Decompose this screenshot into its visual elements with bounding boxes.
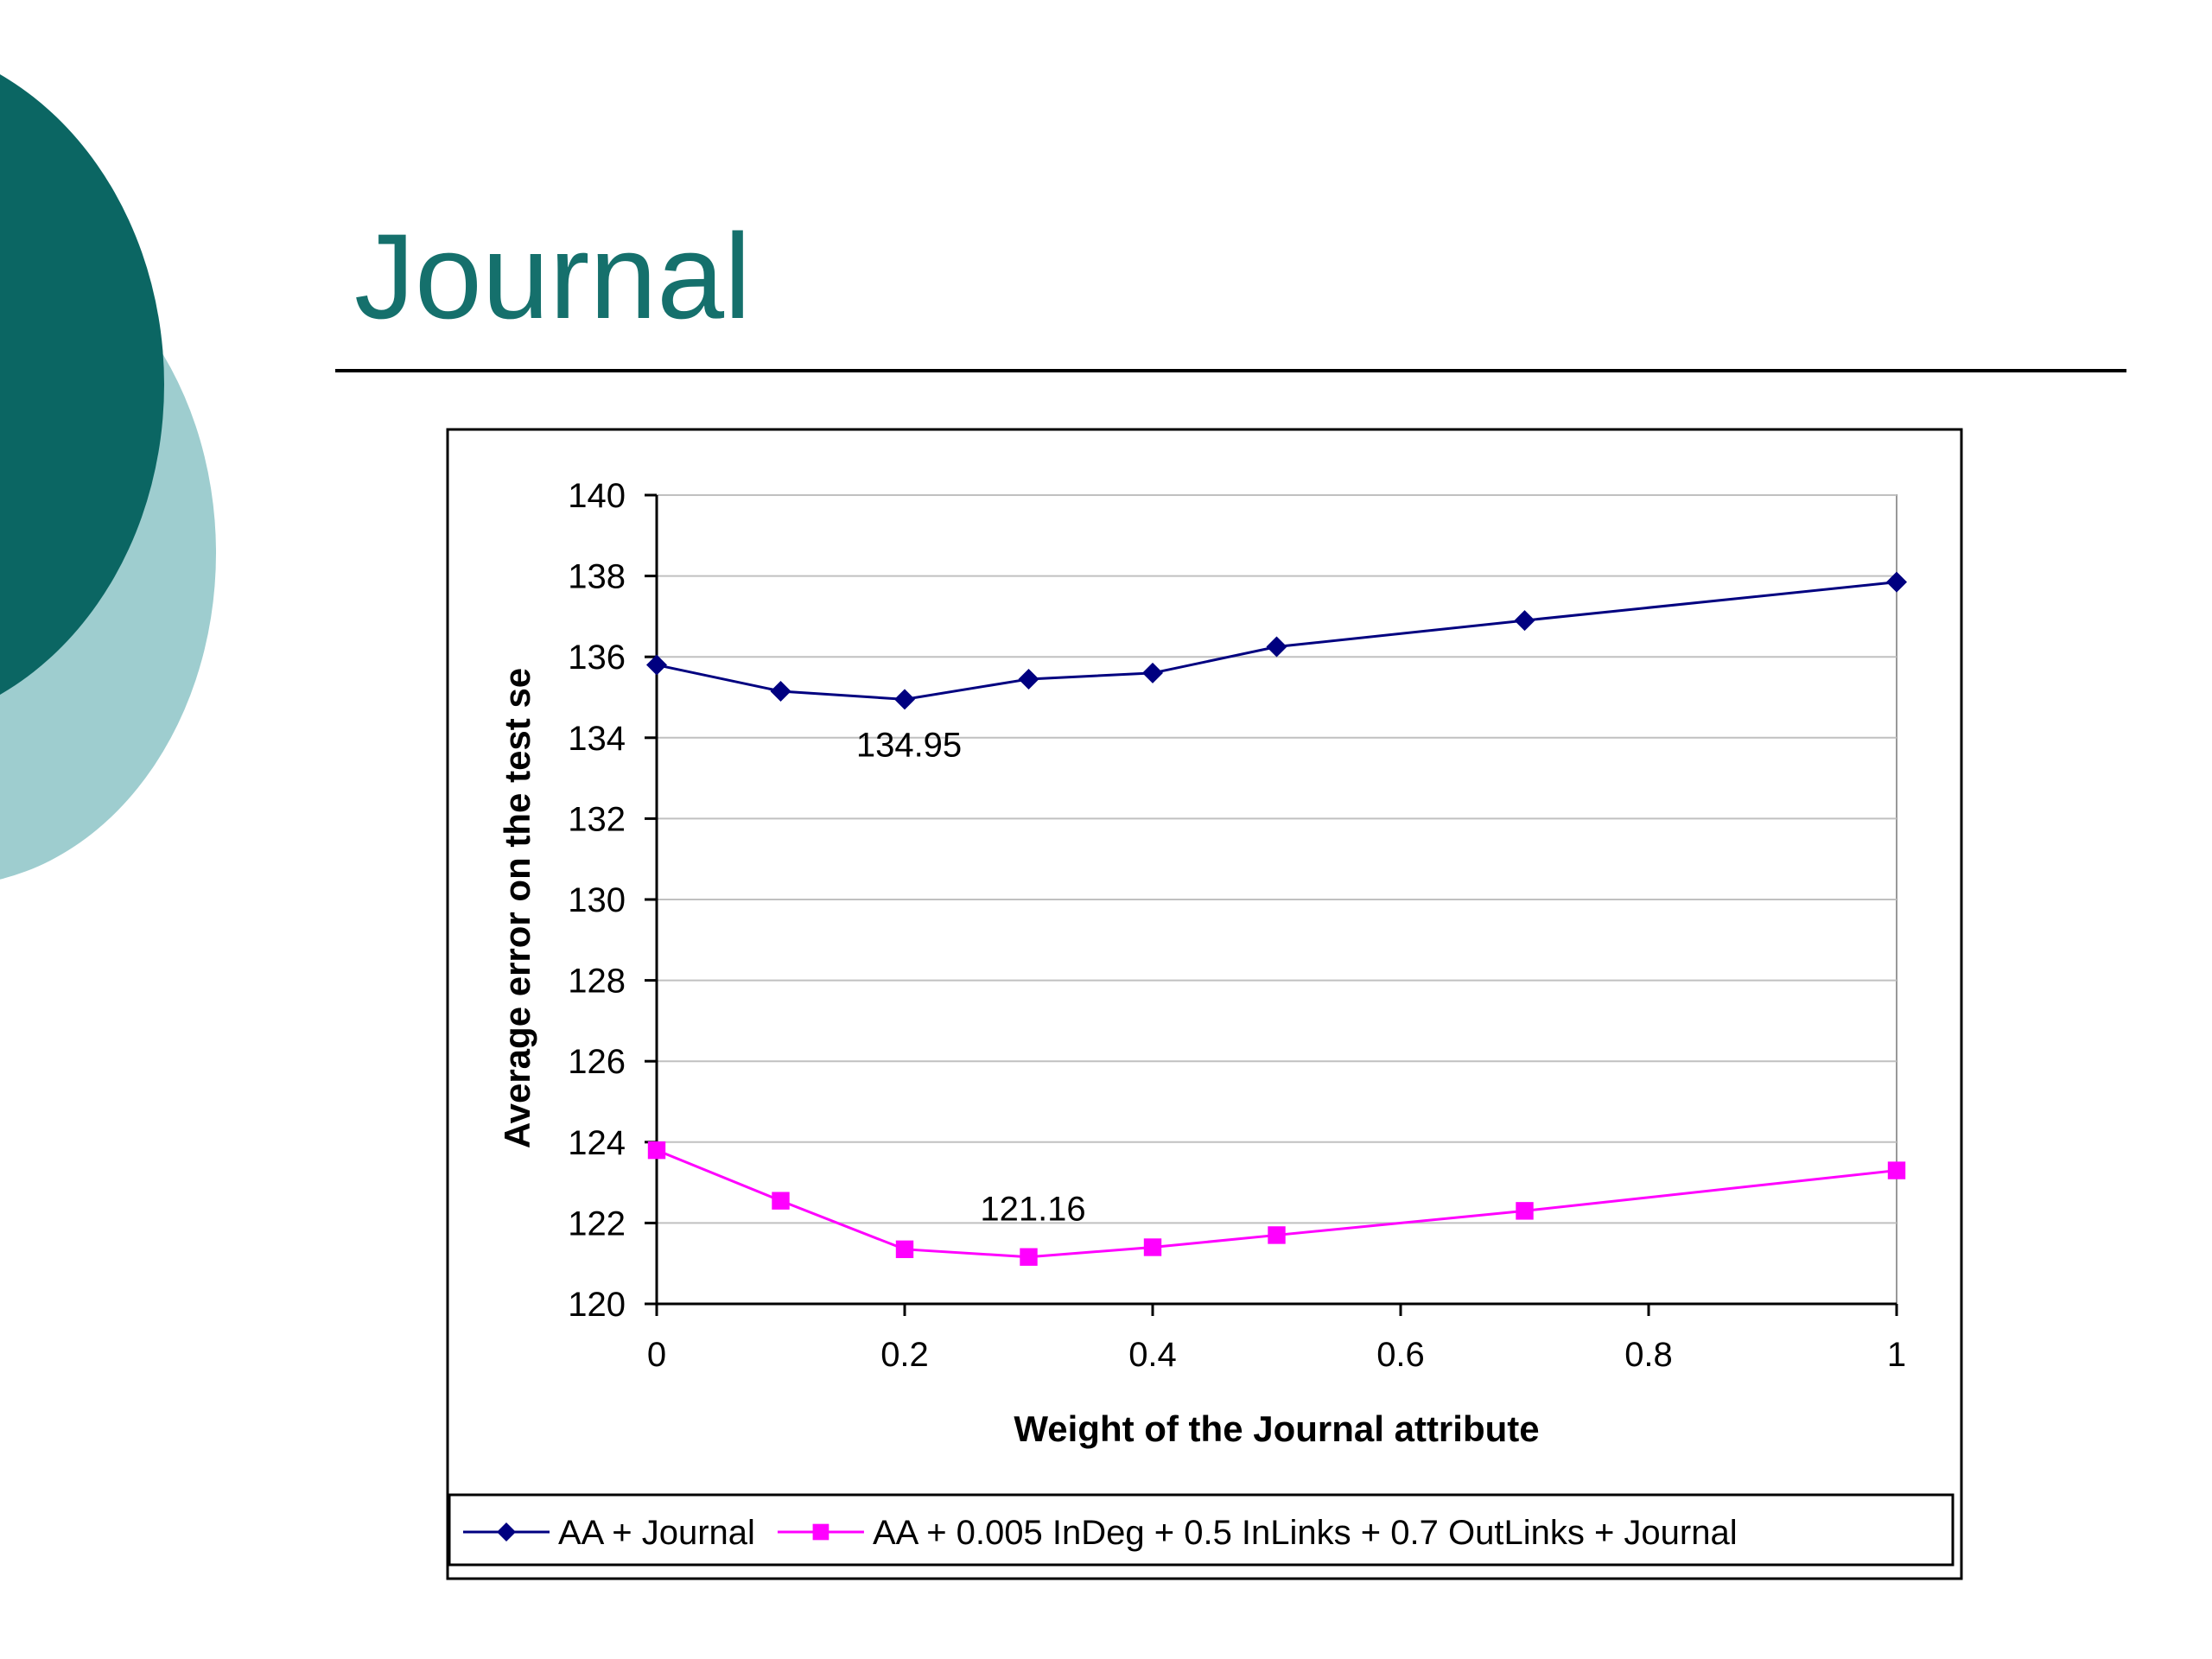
legend-box bbox=[448, 1493, 1955, 1567]
x-tick-label: 1 bbox=[1887, 1336, 1906, 1374]
y-axis-label: Average error on the test se bbox=[497, 668, 537, 1148]
data-label: 121.16 bbox=[980, 1191, 1085, 1229]
y-tick-label: 136 bbox=[568, 639, 626, 677]
series-2-point bbox=[1887, 1161, 1906, 1179]
series-2-point bbox=[647, 1141, 666, 1160]
slide-title: Journal bbox=[354, 208, 752, 344]
series-1-point bbox=[1514, 610, 1535, 632]
y-tick-label: 134 bbox=[568, 720, 626, 758]
x-tick-label: 0.8 bbox=[1624, 1336, 1673, 1374]
series-1-point bbox=[1886, 571, 1907, 593]
series-1-point bbox=[1142, 662, 1163, 683]
series-2-point bbox=[1143, 1238, 1162, 1256]
data-label: 134.95 bbox=[856, 726, 962, 764]
series-1-point bbox=[1266, 636, 1287, 658]
legend-entry-1: AA + Journal bbox=[558, 1514, 755, 1552]
series-2-point bbox=[895, 1240, 914, 1259]
series-line-2 bbox=[656, 1148, 1897, 1259]
y-tick-label: 130 bbox=[568, 881, 626, 919]
y-tick-label: 140 bbox=[568, 477, 626, 515]
series-2-point bbox=[1020, 1248, 1038, 1266]
legend-swatch-marker bbox=[812, 1523, 830, 1541]
legend-swatch-marker bbox=[497, 1522, 516, 1541]
chart-labels: Weight of the Journal attribute Average e… bbox=[497, 668, 1540, 1449]
y-tick-label: 126 bbox=[568, 1043, 626, 1081]
dark-teal-circle bbox=[0, 74, 164, 695]
series-1-point bbox=[1018, 668, 1039, 690]
series-1-point bbox=[894, 689, 915, 710]
y-tick-label: 132 bbox=[568, 800, 626, 838]
y-tick-label: 128 bbox=[568, 963, 626, 1001]
series-layer bbox=[646, 571, 1907, 1266]
x-axis-label: Weight of the Journal attribute bbox=[1014, 1408, 1539, 1449]
series-line-1 bbox=[656, 581, 1897, 701]
x-tick-label: 0.4 bbox=[1128, 1336, 1177, 1374]
series-1-point bbox=[646, 654, 667, 676]
y-tick-label: 120 bbox=[568, 1286, 626, 1324]
axes: 120 122 124 126 128 130 132 134 136 138 140 0 0.2 0.4… bbox=[568, 477, 1906, 1374]
series-2-point bbox=[1268, 1226, 1286, 1244]
x-tick-label: 0.6 bbox=[1376, 1336, 1425, 1374]
legend: AA + Journal AA + 0.005 InDeg + 0.5 InLin… bbox=[448, 1493, 1955, 1567]
title-divider bbox=[335, 369, 2126, 372]
y-tick-label: 124 bbox=[568, 1124, 626, 1162]
series-1-point bbox=[770, 680, 791, 702]
series-2-point bbox=[1516, 1202, 1534, 1220]
y-tick-label: 138 bbox=[568, 558, 626, 596]
y-tick-label: 122 bbox=[568, 1205, 626, 1243]
legend-entry-2: AA + 0.005 InDeg + 0.5 InLinks + 0.7 Out… bbox=[873, 1514, 1738, 1552]
x-tick-label: 0 bbox=[647, 1336, 666, 1374]
x-tick-label: 0.2 bbox=[880, 1336, 929, 1374]
series-2-point bbox=[772, 1192, 790, 1210]
